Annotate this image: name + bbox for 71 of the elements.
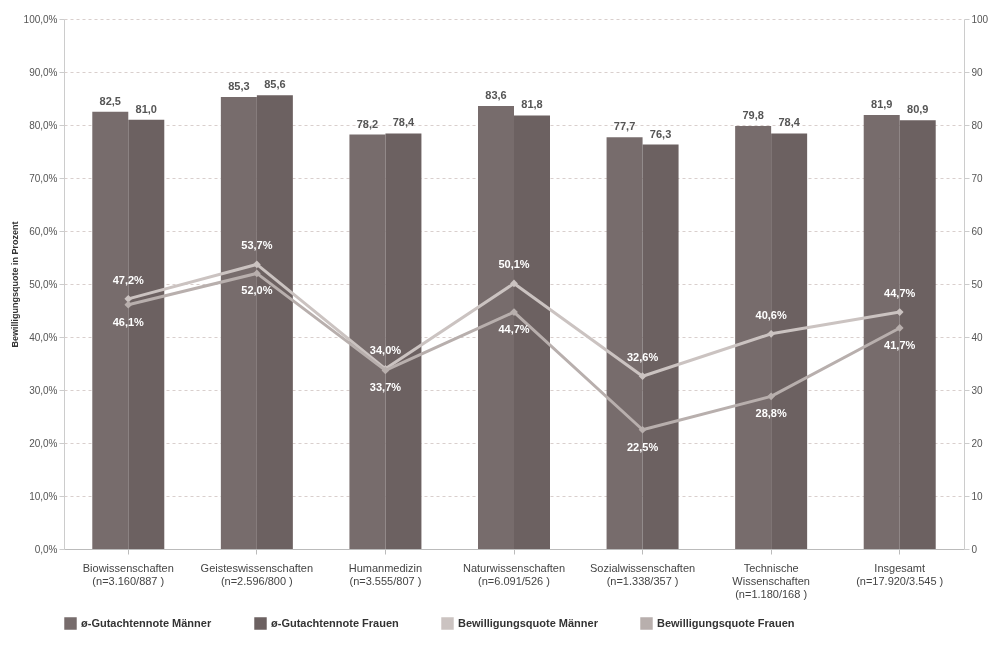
y2-tick-label: 0	[971, 543, 978, 555]
data-label: 33,7%	[369, 381, 402, 394]
data-label: 81,0	[135, 102, 157, 115]
data-label: 50,1%	[498, 258, 530, 271]
y-tick-label: 0,0%	[34, 543, 58, 555]
data-label: 78,4	[778, 116, 801, 129]
x-tick-label: Technische Wissenschaften (n=1.180/168 )	[732, 561, 810, 600]
y2-tick-label: 80	[971, 119, 984, 131]
point	[638, 425, 647, 434]
data-label: 77,7	[613, 120, 636, 133]
data-label: 47,2%	[112, 273, 145, 286]
point	[124, 294, 133, 303]
y-tick-label: 90,0%	[29, 66, 58, 78]
x-tick-label: Sozialwissenschaften (n=1.338/357 )	[589, 561, 696, 587]
point	[767, 392, 776, 401]
y-tick-label: 70,0%	[29, 172, 58, 184]
y2-tick-label: 70	[971, 172, 984, 184]
data-label: 81,9	[871, 97, 893, 110]
data-label: 53,7%	[241, 239, 273, 252]
x-tick-label: Geisteswissenschaften (n=2.596/800 )	[200, 561, 314, 587]
x-tick-label: Insgesamt (n=17.920/3.545 )	[856, 561, 944, 587]
legend-label: Bewilligungsquote Männer	[458, 616, 599, 629]
data-label: 78,4	[392, 116, 416, 129]
x-tick-label: Biowissenschaften (n=3.160/887 )	[82, 561, 174, 587]
data-label: 76,3	[649, 127, 672, 140]
point	[767, 329, 776, 338]
data-label: 85,6	[264, 78, 286, 91]
legend-label: Bewilligungsquote Frauen	[657, 616, 795, 629]
y-tick-label: 30,0%	[29, 384, 58, 396]
data-label: 41,7%	[884, 338, 916, 351]
point	[895, 324, 904, 332]
data-label: 83,6	[485, 88, 507, 101]
data-label: 22,5%	[626, 440, 659, 453]
point	[252, 260, 261, 269]
legend-label: ø-Gutachtennote Frauen	[271, 616, 400, 629]
y-tick-label: 20,0%	[29, 437, 58, 449]
data-label: 32,6%	[626, 351, 659, 364]
x-tick-label: Humanmedizin (n=3.555/807 )	[348, 561, 423, 587]
y-tick-label: 60,0%	[29, 225, 58, 237]
y2-tick-label: 40	[971, 331, 984, 343]
y2-tick-label: 100	[971, 13, 989, 25]
y2-tick-label: 90	[971, 66, 984, 78]
data-label: 46,1%	[112, 315, 145, 328]
y2-tick-label: 30	[971, 384, 984, 396]
data-label: 80,9	[907, 103, 929, 116]
x-tick-label: Naturwissenschaften (n=6.091/526 )	[462, 561, 566, 587]
y2-tick-label: 60	[971, 225, 984, 237]
y2-tick-label: 10	[971, 490, 984, 502]
data-label: 28,8%	[755, 407, 787, 420]
data-label: 78,2	[356, 117, 379, 130]
data-label: 44,7%	[498, 323, 530, 336]
data-label: 79,8	[742, 109, 764, 122]
data-label: 40,6%	[755, 308, 787, 321]
data-label: 34,0%	[369, 343, 402, 356]
y-tick-label: 100,0%	[23, 13, 58, 25]
y-tick-label: 80,0%	[29, 119, 58, 131]
data-label: 85,3	[228, 79, 250, 92]
y-axis-title: Bewilligungsquote in Prozent	[9, 221, 20, 348]
point	[638, 372, 647, 381]
point	[510, 279, 518, 288]
data-label: 44,7%	[884, 287, 916, 300]
y-tick-label: 50,0%	[29, 278, 58, 290]
legend-label: ø-Gutachtennote Männer	[81, 616, 212, 629]
data-label: 52,0%	[241, 284, 273, 297]
data-label: 82,5	[99, 94, 121, 107]
y-tick-label: 40,0%	[29, 331, 58, 343]
y2-tick-label: 50	[971, 278, 984, 290]
point	[124, 300, 133, 309]
y2-tick-label: 20	[971, 437, 984, 449]
data-label: 81,8	[521, 98, 543, 111]
y-tick-label: 10,0%	[29, 490, 58, 502]
